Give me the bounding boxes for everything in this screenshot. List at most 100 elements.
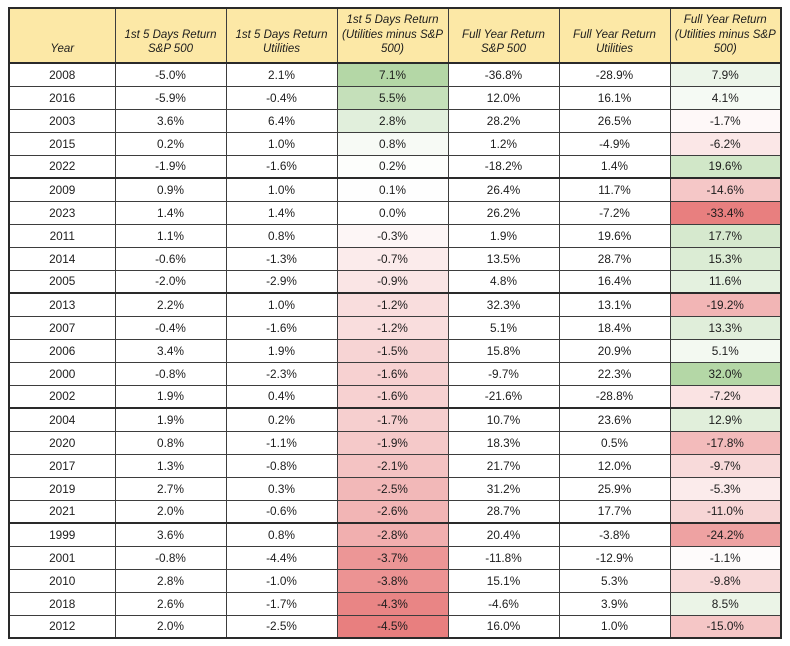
value-cell: 3.6% <box>114 108 227 133</box>
table-row: 2019 2.7% 0.3% -2.5% 31.2% 25.9% -5.3% <box>8 476 782 501</box>
diff-value-cell: -17.8% <box>669 430 782 455</box>
value-cell: 28.2% <box>447 108 560 133</box>
value-cell: -0.8% <box>225 453 338 478</box>
column-header: Full Year Return S&P 500 <box>447 7 560 65</box>
year-cell: 2006 <box>8 338 116 363</box>
value-cell: -1.9% <box>114 154 227 180</box>
table-row: 1999 3.6% 0.8% -2.8% 20.4% -3.8% -24.2% <box>8 522 782 547</box>
value-cell: 1.3% <box>114 453 227 478</box>
diff-value-cell: -15.0% <box>669 614 782 640</box>
table-row: 2008 -5.0% 2.1% 7.1% -36.8% -28.9% 7.9% <box>8 62 782 87</box>
diff-value-cell: -6.2% <box>669 131 782 156</box>
diff-value-cell: -9.7% <box>669 453 782 478</box>
value-cell: 18.4% <box>558 315 671 340</box>
value-cell: -0.4% <box>225 85 338 110</box>
diff-value-cell: 0.2% <box>336 154 449 180</box>
diff-value-cell: 0.8% <box>336 131 449 156</box>
year-cell: 2023 <box>8 200 116 225</box>
value-cell: -1.0% <box>225 568 338 593</box>
value-cell: 2.6% <box>114 591 227 616</box>
value-cell: -0.6% <box>114 246 227 271</box>
year-cell: 2017 <box>8 453 116 478</box>
diff-value-cell: 11.6% <box>669 269 782 295</box>
diff-value-cell: -1.6% <box>336 384 449 410</box>
value-cell: 0.2% <box>114 131 227 156</box>
table-row: 2007 -0.4% -1.6% -1.2% 5.1% 18.4% 13.3% <box>8 315 782 340</box>
table-row: 2014 -0.6% -1.3% -0.7% 13.5% 28.7% 15.3% <box>8 246 782 271</box>
value-cell: 0.8% <box>225 223 338 248</box>
value-cell: -0.6% <box>225 499 338 525</box>
diff-value-cell: 8.5% <box>669 591 782 616</box>
year-cell: 2009 <box>8 177 116 202</box>
value-cell: -0.4% <box>114 315 227 340</box>
value-cell: 1.4% <box>225 200 338 225</box>
value-cell: 31.2% <box>447 476 560 501</box>
table-row: 2017 1.3% -0.8% -2.1% 21.7% 12.0% -9.7% <box>8 453 782 478</box>
value-cell: 2.1% <box>225 62 338 87</box>
diff-value-cell: -24.2% <box>669 522 782 547</box>
value-cell: 0.3% <box>225 476 338 501</box>
value-cell: 3.4% <box>114 338 227 363</box>
value-cell: 10.7% <box>447 407 560 432</box>
value-cell: 26.2% <box>447 200 560 225</box>
diff-value-cell: -1.1% <box>669 545 782 570</box>
value-cell: -4.9% <box>558 131 671 156</box>
year-cell: 2003 <box>8 108 116 133</box>
value-cell: 0.4% <box>225 384 338 410</box>
diff-value-cell: 32.0% <box>669 361 782 386</box>
value-cell: -28.9% <box>558 62 671 87</box>
value-cell: -7.2% <box>558 200 671 225</box>
diff-value-cell: -0.7% <box>336 246 449 271</box>
diff-value-cell: -1.6% <box>336 361 449 386</box>
diff-value-cell: 15.3% <box>669 246 782 271</box>
year-cell: 2018 <box>8 591 116 616</box>
diff-value-cell: -1.9% <box>336 430 449 455</box>
value-cell: 28.7% <box>558 246 671 271</box>
year-cell: 2022 <box>8 154 116 180</box>
diff-value-cell: -2.6% <box>336 499 449 525</box>
value-cell: -18.2% <box>447 154 560 180</box>
year-cell: 2012 <box>8 614 116 640</box>
table-row: 2000 -0.8% -2.3% -1.6% -9.7% 22.3% 32.0% <box>8 361 782 386</box>
table-row: 2002 1.9% 0.4% -1.6% -21.6% -28.8% -7.2% <box>8 384 782 410</box>
year-cell: 2001 <box>8 545 116 570</box>
value-cell: -2.3% <box>225 361 338 386</box>
table-row: 2011 1.1% 0.8% -0.3% 1.9% 19.6% 17.7% <box>8 223 782 248</box>
year-cell: 2014 <box>8 246 116 271</box>
value-cell: 1.9% <box>114 384 227 410</box>
value-cell: 12.0% <box>558 453 671 478</box>
year-cell: 2002 <box>8 384 116 410</box>
value-cell: -0.8% <box>114 545 227 570</box>
table-row: 2023 1.4% 1.4% 0.0% 26.2% -7.2% -33.4% <box>8 200 782 225</box>
diff-value-cell: -1.7% <box>336 407 449 432</box>
value-cell: -1.3% <box>225 246 338 271</box>
value-cell: -5.9% <box>114 85 227 110</box>
year-cell: 2005 <box>8 269 116 295</box>
diff-value-cell: 12.9% <box>669 407 782 432</box>
value-cell: 15.8% <box>447 338 560 363</box>
value-cell: -4.6% <box>447 591 560 616</box>
value-cell: 18.3% <box>447 430 560 455</box>
value-cell: -9.7% <box>447 361 560 386</box>
year-cell: 2021 <box>8 499 116 525</box>
value-cell: -4.4% <box>225 545 338 570</box>
value-cell: -1.6% <box>225 315 338 340</box>
diff-value-cell: -9.8% <box>669 568 782 593</box>
value-cell: -1.6% <box>225 154 338 180</box>
diff-value-cell: 0.1% <box>336 177 449 202</box>
value-cell: 2.7% <box>114 476 227 501</box>
diff-value-cell: -33.4% <box>669 200 782 225</box>
value-cell: -28.8% <box>558 384 671 410</box>
diff-value-cell: -4.3% <box>336 591 449 616</box>
diff-value-cell: -1.2% <box>336 292 449 317</box>
table-row: 2003 3.6% 6.4% 2.8% 28.2% 26.5% -1.7% <box>8 108 782 133</box>
diff-value-cell: 13.3% <box>669 315 782 340</box>
value-cell: -36.8% <box>447 62 560 87</box>
value-cell: 12.0% <box>447 85 560 110</box>
value-cell: 2.2% <box>114 292 227 317</box>
table-header: Year 1st 5 Days Return S&P 500 1st 5 Days … <box>8 7 782 65</box>
table-row: 2016 -5.9% -0.4% 5.5% 12.0% 16.1% 4.1% <box>8 85 782 110</box>
year-cell: 2000 <box>8 361 116 386</box>
diff-value-cell: -2.1% <box>336 453 449 478</box>
